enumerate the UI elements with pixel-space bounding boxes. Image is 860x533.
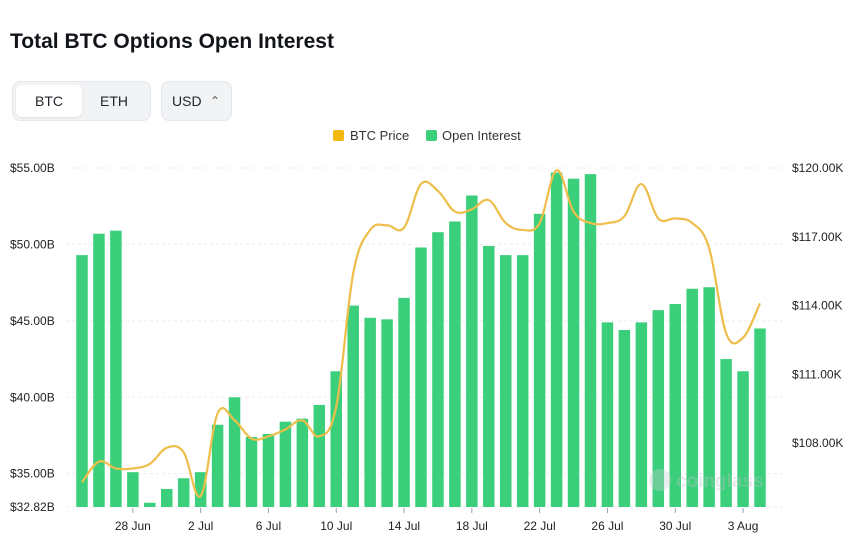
y-right-tick-label: $108.00K (792, 436, 843, 450)
open-interest-bar (669, 304, 681, 507)
open-interest-bar (601, 322, 614, 507)
open-interest-bar (720, 359, 732, 507)
legend-label-btc-price: BTC Price (350, 128, 409, 143)
open-interest-bar (466, 195, 478, 507)
y-left-tick-label: $40.00B (10, 390, 55, 404)
open-interest-bar (652, 310, 665, 507)
open-interest-bar (110, 230, 122, 508)
open-interest-bar (432, 232, 444, 507)
open-interest-bar (398, 297, 410, 507)
y-right-tick-label: $114.00K (792, 299, 843, 313)
open-interest-bar (127, 472, 139, 507)
open-interest-bar (703, 287, 715, 507)
x-tick-label: 26 Jul (591, 519, 623, 533)
open-interest-bar (500, 255, 512, 507)
open-interest-bar (364, 317, 376, 507)
open-interest-bar (228, 397, 241, 507)
legend-label-open-interest: Open Interest (442, 128, 521, 143)
open-interest-bar (313, 404, 326, 507)
currency-select-value: USD (172, 93, 202, 109)
x-tick-label: 30 Jul (659, 519, 691, 533)
open-interest-bar (381, 319, 393, 507)
open-interest-bar (177, 478, 190, 507)
y-left-tick-label: $45.00B (10, 314, 55, 328)
y-left-tick-label: $35.00B (10, 467, 55, 481)
y-right-tick-label: $111.00K (792, 367, 842, 381)
tab-btc[interactable]: BTC (16, 85, 82, 117)
open-interest-bar (516, 255, 529, 507)
x-tick-label: 10 Jul (320, 519, 352, 533)
chevron-up-down-icon: ⌃ (210, 94, 221, 108)
open-interest-bar (93, 233, 105, 507)
y-axis-left: $32.82B $35.00B $40.00B $45.00B $50.00B $55.0… (10, 161, 55, 514)
open-interest-bar (533, 213, 546, 507)
chart-legend: BTC Price Open Interest (333, 128, 521, 143)
open-interest-bar (584, 174, 597, 507)
coinglass-logo-icon (649, 469, 671, 491)
open-interest-bar (262, 433, 275, 507)
open-interest-bar (635, 322, 648, 507)
x-tick-label: 18 Jul (456, 519, 488, 533)
open-interest-bar (483, 245, 495, 507)
y-axis-right: $108.00K $111.00K $114.00K $117.00K $120.00K (792, 161, 843, 450)
x-tick-label: 6 Jul (256, 519, 281, 533)
currency-select[interactable]: USD ⌃ (161, 81, 232, 121)
x-axis: 28 Jun 2 Jul 6 Jul 10 Jul 14 Jul 18 Jul 22 Jul… (115, 508, 759, 533)
open-interest-bar (567, 178, 580, 507)
open-interest-bar (296, 418, 309, 507)
tab-eth[interactable]: ETH (100, 93, 128, 109)
x-tick-label: 3 Aug (728, 519, 759, 533)
open-interest-bar (686, 288, 698, 507)
open-interest-bar (245, 436, 258, 507)
open-interest-bars (76, 172, 766, 508)
watermark-text: coinglass (676, 471, 764, 492)
page-title: Total BTC Options Open Interest (10, 30, 334, 53)
open-interest-bar (194, 472, 207, 507)
legend-swatch-open-interest (426, 130, 437, 141)
y-right-tick-label: $117.00K (792, 230, 843, 244)
open-interest-bar (754, 328, 766, 507)
open-interest-bar (161, 488, 173, 507)
y-right-tick-label: $120.00K (792, 161, 843, 175)
open-interest-bar (550, 172, 563, 507)
open-interest-bar (330, 371, 342, 507)
x-tick-label: 14 Jul (388, 519, 420, 533)
x-tick-label: 28 Jun (115, 519, 151, 533)
watermark: coinglass (649, 469, 764, 492)
open-interest-bar (737, 371, 749, 507)
open-interest-bar (211, 424, 224, 507)
open-interest-bar (144, 502, 156, 507)
x-tick-label: 22 Jul (524, 519, 556, 533)
grid-lines (66, 167, 783, 508)
open-interest-bar (415, 247, 427, 508)
open-interest-bar (618, 330, 631, 507)
y-left-tick-label: $32.82B (10, 500, 55, 514)
open-interest-bar (279, 421, 292, 507)
x-tick-label: 2 Jul (188, 519, 213, 533)
y-left-tick-label: $55.00B (10, 161, 55, 175)
open-interest-bar (76, 255, 88, 507)
open-interest-bar (449, 221, 461, 507)
btc-price-series-line (81, 169, 761, 498)
y-left-tick-label: $50.00B (10, 237, 55, 251)
open-interest-bar (347, 305, 359, 507)
legend-swatch-btc-price (333, 130, 344, 141)
asset-toggle: BTC ETH (12, 81, 151, 121)
btc-price-line (81, 169, 761, 498)
